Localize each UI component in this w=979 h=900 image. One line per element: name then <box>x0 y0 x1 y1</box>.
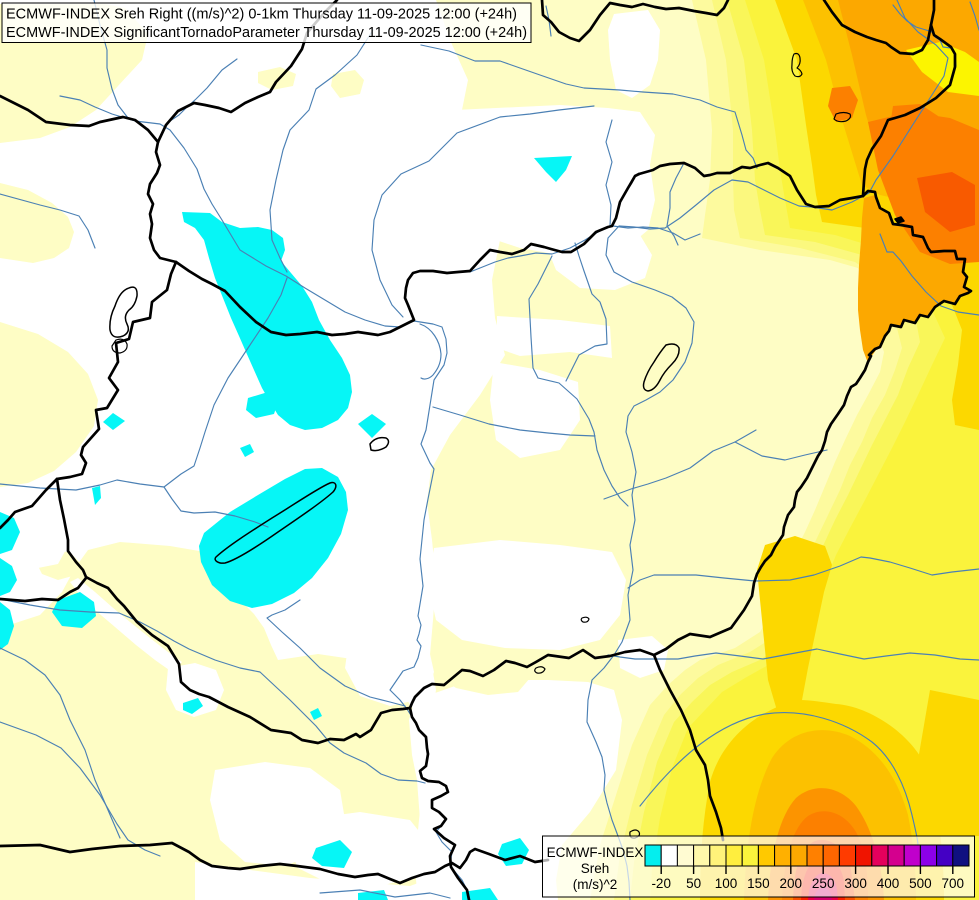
svg-text:Sreh: Sreh <box>581 861 610 876</box>
svg-text:-20: -20 <box>651 876 671 891</box>
svg-text:ECMWF-INDEX: ECMWF-INDEX <box>547 845 644 860</box>
svg-text:200: 200 <box>780 876 803 891</box>
svg-text:ECMWF-INDEX SignificantTornado: ECMWF-INDEX SignificantTornadoParameter … <box>6 24 527 41</box>
svg-text:(m/s)^2: (m/s)^2 <box>573 877 618 892</box>
svg-text:250: 250 <box>812 876 835 891</box>
svg-text:50: 50 <box>686 876 701 891</box>
svg-text:300: 300 <box>844 876 867 891</box>
svg-text:ECMWF-INDEX Sreh Right ((m/s)^: ECMWF-INDEX Sreh Right ((m/s)^2) 0-1km T… <box>6 6 517 23</box>
svg-text:150: 150 <box>747 876 770 891</box>
svg-text:500: 500 <box>909 876 932 891</box>
svg-text:700: 700 <box>942 876 965 891</box>
svg-text:400: 400 <box>877 876 900 891</box>
svg-text:100: 100 <box>715 876 738 891</box>
